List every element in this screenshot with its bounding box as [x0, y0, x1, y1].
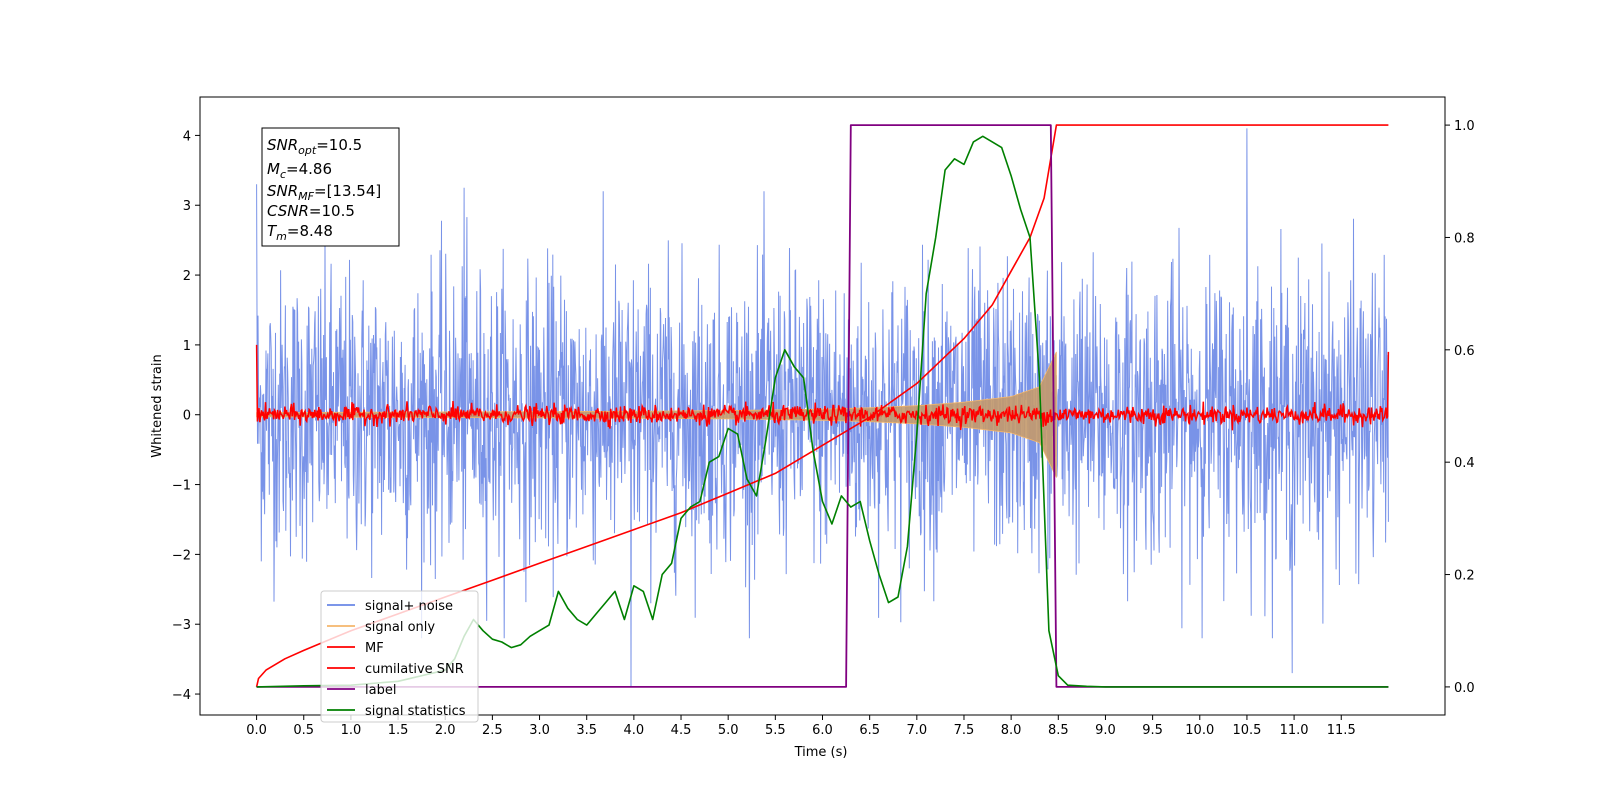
legend: signal+ noise signal only MF cumilative SNR… [320, 590, 479, 723]
x-tick-label: 5.0 [718, 723, 739, 738]
x-tick-label: 4.5 [671, 723, 692, 738]
info-box: SNRopt=10.5 Mc=4.86 SNRMF=[13.54] CSNR=1… [261, 127, 400, 247]
y-left-tick-label: −3 [172, 618, 191, 633]
x-tick-label: 6.0 [812, 723, 833, 738]
x-axis-label: Time (s) [794, 745, 848, 760]
x-tick-label: 0.0 [246, 723, 267, 738]
x-tick-label: 9.0 [1095, 723, 1116, 738]
y-right-tick-label: 0.4 [1454, 456, 1475, 471]
series-cumulative-snr [255, 124, 1389, 688]
y-right-tick-label: 0.8 [1454, 231, 1475, 246]
x-tick-label: 10.5 [1232, 723, 1261, 738]
x-tick-label: 7.0 [906, 723, 927, 738]
x-tick-label: 6.5 [859, 723, 880, 738]
info-snr-opt: SNRopt=10.5 [267, 136, 362, 157]
legend-entry: signal statistics [365, 704, 466, 719]
y-right-tick-label: 0.6 [1454, 344, 1475, 359]
y-axis-left: 4 3 2 1 0 −1 −2 −3 −4 [172, 129, 200, 703]
info-csnr: CSNR=10.5 [267, 202, 355, 220]
x-tick-label: 8.0 [1001, 723, 1022, 738]
y-axis-right: 1.0 0.8 0.6 0.4 0.2 0.0 [1445, 119, 1475, 696]
x-tick-label: 1.5 [388, 723, 409, 738]
x-tick-label: 10.0 [1185, 723, 1214, 738]
x-tick-label: 4.0 [624, 723, 645, 738]
x-tick-label: 3.0 [529, 723, 550, 738]
y-right-tick-label: 0.2 [1454, 569, 1475, 584]
y-left-tick-label: 3 [183, 199, 191, 214]
y-right-tick-label: 0.0 [1454, 681, 1475, 696]
series-signal-statistics [256, 135, 1389, 688]
x-tick-label: 2.0 [435, 723, 456, 738]
y-left-tick-label: 4 [183, 129, 191, 144]
series-mf [255, 344, 1390, 431]
y-left-tick-label: 1 [183, 339, 191, 354]
y-axis-label: Whitened strain [150, 354, 165, 457]
x-tick-label: 7.5 [954, 723, 975, 738]
x-tick-label: 8.5 [1048, 723, 1069, 738]
y-left-tick-label: −4 [172, 688, 191, 703]
y-left-tick-label: 2 [183, 269, 191, 284]
y-left-tick-label: −2 [172, 548, 191, 563]
legend-entry: signal+ noise [365, 599, 453, 614]
x-tick-label: 2.5 [482, 723, 503, 738]
legend-entry: cumilative SNR [365, 662, 464, 677]
y-right-tick-label: 1.0 [1454, 119, 1475, 134]
legend-entry: MF [365, 641, 384, 656]
y-left-tick-label: −1 [172, 479, 191, 494]
x-axis: 0.0 0.5 1.0 1.5 2.0 2.5 3.0 3.5 4.0 4.5 5.0 5.5 6.0 6… [246, 715, 1356, 738]
x-tick-label: 1.0 [341, 723, 362, 738]
y-left-tick-label: 0 [183, 409, 191, 424]
x-tick-label: 11.5 [1327, 723, 1356, 738]
legend-entry: signal only [365, 620, 435, 635]
x-tick-label: 11.0 [1280, 723, 1309, 738]
x-tick-label: 0.5 [293, 723, 314, 738]
legend-entry: label [365, 683, 396, 698]
info-mc: Mc=4.86 [267, 160, 332, 181]
info-snr-mf: SNRMF=[13.54] [267, 182, 381, 203]
x-tick-label: 9.5 [1142, 723, 1163, 738]
x-tick-label: 3.5 [576, 723, 597, 738]
x-tick-label: 5.5 [765, 723, 786, 738]
info-tm: Tm=8.48 [267, 222, 333, 243]
